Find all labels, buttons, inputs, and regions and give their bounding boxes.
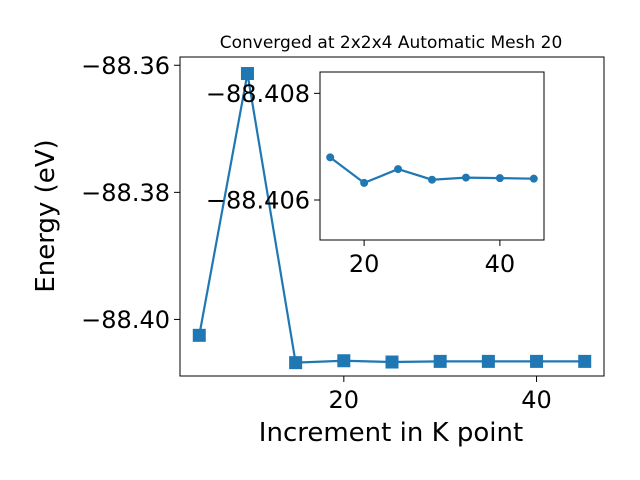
main-y-tick-label: −88.40 bbox=[81, 306, 170, 334]
main-y-tick-label: −88.38 bbox=[81, 179, 170, 207]
inset-x-ticks: 20 40 bbox=[349, 240, 515, 278]
main-data-point bbox=[578, 354, 592, 368]
main-data-point bbox=[192, 328, 206, 342]
main-data-point bbox=[530, 354, 544, 368]
inset-y-tick-label: −88.406 bbox=[206, 187, 310, 215]
main-y-ticks: −88.36 −88.38 −88.40 bbox=[81, 52, 180, 334]
main-x-tick-label: 40 bbox=[521, 386, 552, 414]
main-x-ticks: 20 40 bbox=[329, 376, 552, 414]
inset-data-point bbox=[326, 153, 335, 162]
inset-data-point bbox=[394, 165, 403, 174]
inset-plot-frame bbox=[319, 71, 545, 241]
inset-data-point bbox=[495, 174, 504, 183]
x-axis-label: Increment in K point bbox=[259, 418, 523, 448]
main-x-tick-label: 20 bbox=[329, 386, 360, 414]
inset-x-tick-label: 20 bbox=[349, 250, 380, 278]
inset-data-point bbox=[461, 173, 470, 182]
chart-title: Converged at 2x2x4 Automatic Mesh 20 bbox=[220, 33, 563, 53]
inset-x-tick-label: 40 bbox=[485, 250, 516, 278]
inset-y-tick-label: −88.408 bbox=[206, 80, 310, 108]
inset-plot: −88.408−88.406 20 40 bbox=[206, 71, 545, 278]
main-data-point bbox=[289, 356, 303, 370]
y-axis-label: Energy (eV) bbox=[31, 139, 61, 292]
main-data-point bbox=[337, 354, 351, 368]
inset-data-point bbox=[428, 175, 436, 184]
inset-data-point bbox=[529, 174, 538, 183]
inset-series bbox=[326, 153, 538, 187]
main-data-point bbox=[385, 355, 399, 369]
inset-y-ticks: −88.408 −88.406 bbox=[206, 80, 320, 215]
main-data-point bbox=[433, 354, 447, 368]
main-series bbox=[192, 67, 592, 370]
main-data-point bbox=[240, 67, 254, 81]
main-data-point bbox=[481, 354, 495, 368]
main-y-tick-label: −88.36 bbox=[81, 52, 170, 80]
inset-data-point bbox=[360, 178, 369, 187]
